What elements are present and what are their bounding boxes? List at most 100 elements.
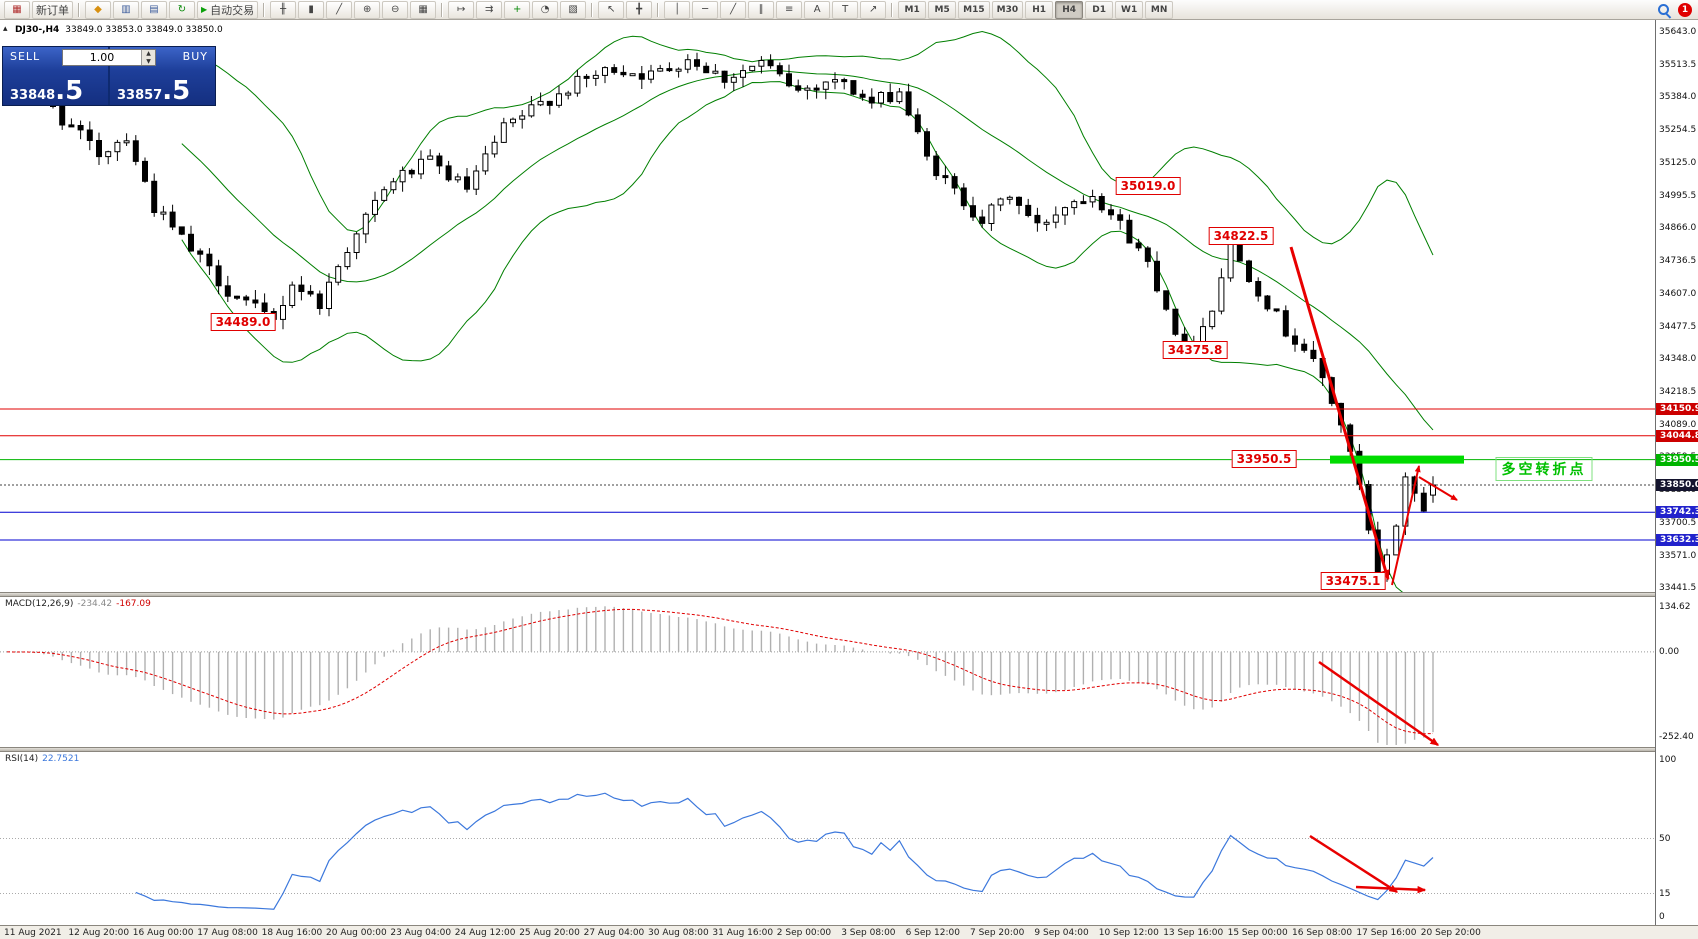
trendline-icon[interactable]: ╱: [720, 0, 747, 19]
chart-shift-icon[interactable]: ⇉: [476, 0, 503, 19]
bar-chart-icon-glyph: ╫: [280, 4, 287, 15]
new-order-icon[interactable]: ▦: [4, 0, 30, 19]
toolbar-separator: [263, 2, 266, 17]
price-callout[interactable]: 34375.8: [1162, 341, 1228, 359]
notification-badge[interactable]: 1: [1678, 3, 1692, 17]
periods-icon-glyph: ◔: [540, 4, 550, 15]
time-tick: 24 Aug 12:00: [454, 928, 516, 938]
one-click-collapse-icon[interactable]: ▴: [3, 24, 8, 34]
arrows-icon[interactable]: ↗: [860, 0, 887, 19]
refresh-icon[interactable]: ↻: [169, 0, 195, 19]
rsi-tick: 100: [1659, 755, 1677, 765]
trend-arrow: [1318, 660, 1440, 747]
zoom-out-icon[interactable]: ⊖: [382, 0, 409, 19]
zoom-in-icon-glyph: ⊕: [362, 4, 372, 15]
time-tick: 9 Sep 04:00: [1034, 928, 1089, 938]
sell-price: 33848.5: [10, 76, 84, 106]
price-callout[interactable]: 33475.1: [1320, 572, 1386, 590]
price-level-badge: 33742.3: [1656, 506, 1698, 519]
volume-box: ▲ ▼: [62, 49, 156, 66]
zoom-in-icon[interactable]: ⊕: [354, 0, 381, 19]
cursor-icon[interactable]: ↖: [598, 0, 625, 19]
panel-separator[interactable]: [0, 592, 1698, 597]
timeframe-h1[interactable]: H1: [1025, 0, 1054, 19]
price-chart[interactable]: [0, 20, 1655, 592]
profiles-icon[interactable]: ◆: [85, 0, 111, 19]
toolbar-separator: [657, 2, 660, 17]
turning-point-highlight[interactable]: [1330, 455, 1464, 464]
volume-input[interactable]: [63, 50, 141, 65]
horizontal-line-icon[interactable]: ─: [692, 0, 719, 19]
time-tick: 11 Aug 2021: [4, 928, 62, 938]
templates-icon-glyph: ▧: [568, 4, 578, 15]
timeframe-h4-glyph: H4: [1062, 4, 1077, 15]
volume-decrease-button[interactable]: ▼: [142, 57, 155, 65]
market-watch-icon[interactable]: ▥: [113, 0, 139, 19]
line-chart-icon[interactable]: ╱: [326, 0, 353, 19]
price-callout[interactable]: 35019.0: [1115, 177, 1181, 195]
toolbar: ▦ 新订单 ◆ ▥ ▤ ↻ ▶ 自动交易 ╫ ▮ ╱ ⊕ ⊖ ▦ ↦ ⇉ + ◔ ▧ ↖ ╋ │ ─ ╱ ∥ ≡ A T ↗ M1 M5 M1…: [0, 0, 1698, 20]
timeframe-m30[interactable]: M30: [991, 0, 1024, 19]
bar-chart-icon[interactable]: ╫: [270, 0, 297, 19]
price-tick: 35384.0: [1659, 92, 1697, 103]
price-level-badge: 33632.3: [1656, 534, 1698, 546]
buy-price: 33857.5: [117, 76, 191, 106]
periods-icon[interactable]: ◔: [532, 0, 559, 19]
crosshair-icon[interactable]: ╋: [626, 0, 653, 19]
price-tick: 34607.0: [1659, 288, 1697, 299]
panel-separator[interactable]: [0, 747, 1698, 752]
macd-panel[interactable]: [0, 597, 1655, 747]
price-level-badge: 34044.8: [1656, 429, 1698, 442]
horizontal-line-icon-glyph: ─: [702, 4, 709, 15]
time-tick: 18 Aug 16:00: [261, 928, 323, 938]
timeframe-m15[interactable]: M15: [958, 0, 990, 19]
turning-point-text[interactable]: 多空转折点: [1495, 457, 1593, 481]
auto-scroll-icon[interactable]: ↦: [448, 0, 475, 19]
text-label-icon[interactable]: T: [832, 0, 859, 19]
price-callout[interactable]: 34822.5: [1208, 227, 1274, 245]
macd-signal-line: [6, 608, 1434, 735]
sell-button[interactable]: SELL 33848.5: [3, 47, 108, 105]
volume-increase-button[interactable]: ▲: [142, 50, 155, 58]
price-tick: 35254.5: [1659, 125, 1697, 136]
price-axis[interactable]: 35643.0 35513.5 35384.0 35254.5 35125.0 34995…: [1655, 20, 1698, 925]
time-tick: 16 Aug 00:00: [132, 928, 194, 938]
timeframe-d1[interactable]: D1: [1085, 0, 1114, 19]
bollinger-bands: [181, 30, 1434, 592]
auto-trading-button-glyph: 自动交易: [210, 3, 255, 17]
new-order-button[interactable]: 新订单: [32, 0, 73, 19]
toolbar-separator: [78, 2, 80, 17]
text-icon[interactable]: A: [804, 0, 831, 19]
data-window-icon[interactable]: ▤: [141, 0, 167, 19]
price-callout[interactable]: 34489.0: [210, 313, 276, 331]
tile-windows-icon[interactable]: ▦: [410, 0, 437, 19]
time-tick: 27 Aug 04:00: [583, 928, 645, 938]
auto-trading-button[interactable]: ▶ 自动交易: [197, 0, 259, 19]
toolbar-separator: [591, 2, 594, 17]
timeframe-m5-glyph: M5: [934, 4, 950, 15]
price-tick: 34995.5: [1659, 190, 1697, 201]
time-tick: 30 Aug 08:00: [648, 928, 709, 938]
time-tick: 20 Sep 20:00: [1420, 928, 1481, 938]
templates-icon[interactable]: ▧: [560, 0, 587, 19]
price-tick: 34477.5: [1659, 321, 1697, 332]
search-icon[interactable]: [1657, 3, 1672, 19]
equidistant-channel-icon-glyph: ∥: [758, 4, 764, 15]
price-callout[interactable]: 33950.5: [1231, 450, 1297, 468]
indicators-add-icon[interactable]: +: [504, 0, 531, 19]
candlestick-chart-icon[interactable]: ▮: [298, 0, 325, 19]
chart-window[interactable]: ▴ DJ30-,H4 33849.0 33853.0 33849.0 33850.…: [0, 20, 1698, 939]
timeframe-m1[interactable]: M1: [898, 0, 927, 19]
timeframe-mn[interactable]: MN: [1145, 0, 1174, 19]
price-tick: 33700.5: [1659, 517, 1697, 528]
new-order-icon-glyph: ▦: [12, 4, 22, 15]
timeframe-w1[interactable]: W1: [1115, 0, 1144, 19]
time-axis[interactable]: 11 Aug 2021 12 Aug 20:00 16 Aug 00:00 17 Au…: [0, 925, 1698, 939]
time-tick: 31 Aug 16:00: [712, 928, 774, 938]
rsi-panel[interactable]: [0, 752, 1655, 925]
equidistant-channel-icon[interactable]: ∥: [748, 0, 775, 19]
fibonacci-icon[interactable]: ≡: [776, 0, 803, 19]
vertical-line-icon[interactable]: │: [664, 0, 691, 19]
timeframe-m5[interactable]: M5: [928, 0, 957, 19]
timeframe-h4[interactable]: H4: [1055, 0, 1084, 19]
